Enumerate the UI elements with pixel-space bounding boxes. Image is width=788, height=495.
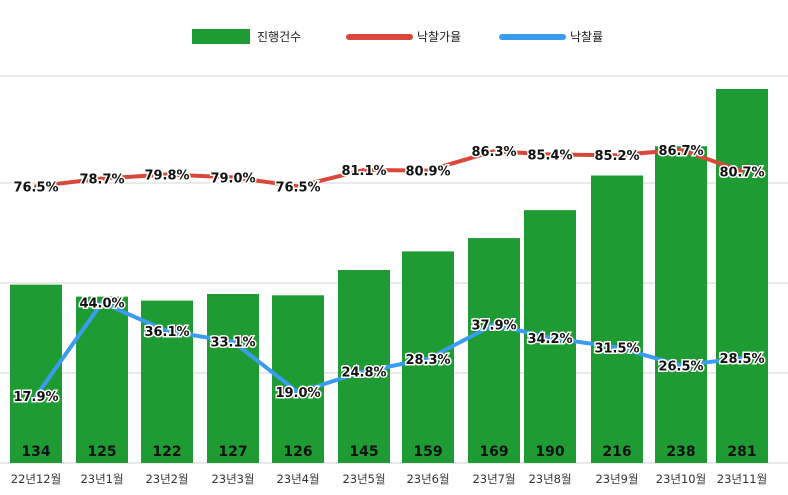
sale-ratio-point-label: 80.7% (719, 165, 764, 180)
sale-rate-point-label: 28.5% (719, 352, 764, 367)
sale-rate-point-label: 33.1% (210, 336, 255, 351)
x-tick-label: 23년10월 (656, 472, 706, 486)
x-tick-label: 23년9월 (595, 472, 638, 486)
x-tick-label: 23년1월 (80, 472, 123, 486)
bar-value-label: 281 (727, 444, 756, 460)
legend-swatch-count (192, 29, 250, 44)
bar-count-3 (141, 300, 193, 463)
sale-ratio-point-label: 80.9% (405, 165, 450, 180)
bar-value-label: 216 (602, 444, 631, 460)
sale-ratio-point-label: 86.3% (471, 145, 516, 160)
bar-value-label: 190 (535, 444, 564, 460)
sale-rate-point-label: 28.3% (405, 353, 450, 368)
legend-item-sale-rate: 낙찰률 (499, 30, 603, 44)
sale-ratio-point-label: 76.5% (275, 180, 320, 195)
legend-item-sale-ratio: 낙찰가율 (346, 30, 461, 44)
bar-value-label: 238 (666, 444, 695, 460)
x-tick-label: 23년2월 (145, 472, 188, 486)
legend-label-count: 진행건수 (257, 29, 301, 44)
bar-value-label: 126 (283, 444, 312, 460)
bar-count-11 (655, 146, 707, 463)
sale-ratio-point-label: 85.2% (594, 149, 639, 164)
bar-count-1 (10, 284, 62, 463)
bar-count-4 (207, 293, 259, 463)
x-tick-label: 23년3월 (211, 472, 254, 486)
sale-ratio-line (34, 147, 744, 189)
bar-count-12 (716, 89, 768, 463)
x-tick-label: 23년11월 (717, 472, 767, 486)
legend-label-sale-rate: 낙찰률 (570, 30, 603, 44)
x-tick-label: 22년12월 (11, 472, 61, 486)
bar-value-label: 134 (21, 444, 50, 460)
x-tick-label: 23년6월 (406, 472, 449, 486)
sale-ratio-point-label: 86.7% (658, 144, 703, 159)
bar-value-label: 145 (349, 444, 378, 460)
bar-value-label: 122 (152, 444, 181, 460)
labels-layer: 134 125 122 127 126 145 159 169 190 216 238 281 76.5… (12, 142, 766, 460)
bar-value-label: 159 (413, 444, 442, 460)
x-tick-label: 23년4월 (276, 472, 319, 486)
legend-item-count: 진행건수 (192, 29, 301, 44)
bar-count-8 (468, 238, 520, 463)
x-tick-label: 23년8월 (528, 472, 571, 486)
sale-rate-point-label: 26.5% (658, 359, 703, 374)
sale-ratio-point-label: 78.7% (79, 173, 124, 188)
sale-rate-point-label: 31.5% (594, 341, 639, 356)
sale-ratio-point-label: 79.0% (210, 171, 255, 186)
sale-ratio-point-label: 81.1% (341, 164, 386, 179)
bar-value-label: 169 (479, 444, 508, 460)
sale-ratio-point-label: 85.4% (527, 149, 572, 164)
sale-rate-line (34, 300, 744, 399)
lines-layer (34, 147, 744, 399)
legend: 진행건수 낙찰가율 낙찰률 (192, 29, 603, 44)
sale-rate-point-label: 36.1% (144, 325, 189, 340)
sale-rate-point-label: 44.0% (79, 297, 124, 312)
sale-ratio-point-label: 76.5% (13, 180, 58, 195)
sale-rate-point-label: 17.9% (13, 390, 58, 405)
bar-value-label: 125 (87, 444, 116, 460)
x-tick-label: 23년5월 (342, 472, 385, 486)
sale-ratio-point-label: 79.8% (144, 169, 189, 184)
bar-value-label: 127 (218, 444, 247, 460)
legend-label-sale-ratio: 낙찰가율 (417, 30, 461, 44)
x-tick-label: 23년7월 (472, 472, 515, 486)
bars-count (10, 89, 768, 463)
x-axis: 22년12월 23년1월 23년2월 23년3월 23년4월 23년5월 23년6월 23년7… (11, 472, 767, 486)
sale-rate-point-label: 19.0% (275, 386, 320, 401)
bar-count-10 (591, 175, 643, 463)
sale-rate-point-label: 24.8% (341, 365, 386, 380)
bar-count-2 (76, 296, 128, 463)
sale-rate-point-label: 37.9% (471, 319, 516, 334)
sale-rate-point-label: 34.2% (527, 332, 572, 347)
